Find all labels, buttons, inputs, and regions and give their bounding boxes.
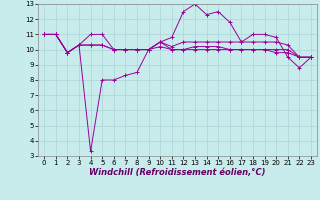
X-axis label: Windchill (Refroidissement éolien,°C): Windchill (Refroidissement éolien,°C) bbox=[89, 168, 266, 177]
